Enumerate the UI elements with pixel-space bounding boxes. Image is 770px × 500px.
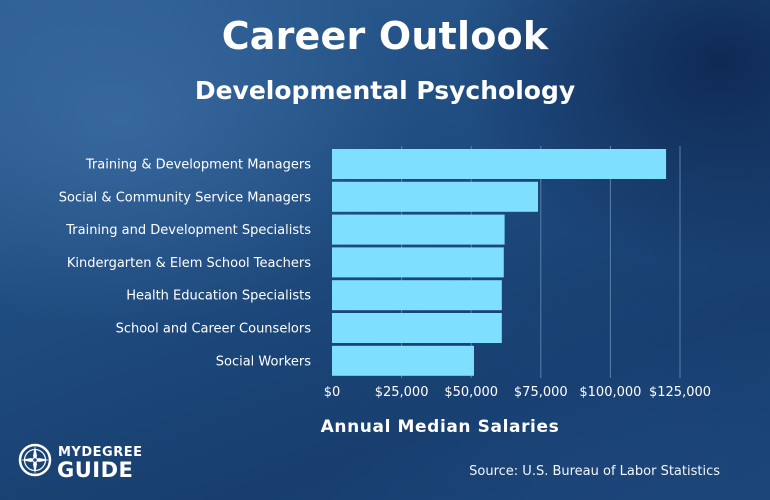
- x-tick-label: $50,000: [444, 385, 498, 400]
- x-tick-labels: $0 $25,000 $50,000 $75,000 $100,000 $125,000: [324, 385, 711, 400]
- category-label: Health Education Specialists: [126, 289, 311, 304]
- bar: [332, 149, 667, 179]
- logo: MYDEGREE GUIDE: [18, 441, 168, 485]
- source-note: Source: U.S. Bureau of Labor Statistics: [469, 464, 720, 479]
- bar: [332, 345, 474, 376]
- chart-subtitle: Developmental Psychology: [194, 76, 576, 105]
- category-label: School and Career Counselors: [116, 322, 312, 337]
- category-label: Training and Development Specialists: [65, 223, 311, 238]
- bar: [332, 247, 504, 278]
- category-labels: Training & Development Managers Social & …: [59, 158, 311, 370]
- category-label: Training & Development Managers: [85, 158, 311, 173]
- bar: [332, 280, 502, 311]
- x-tick-label: $75,000: [514, 385, 568, 400]
- bar: [332, 313, 502, 343]
- category-label: Social & Community Service Managers: [59, 190, 311, 205]
- x-axis-label: Annual Median Salaries: [320, 417, 560, 437]
- bar: [332, 181, 539, 212]
- category-label: Kindergarten & Elem School Teachers: [67, 256, 311, 271]
- bar: [332, 214, 505, 245]
- x-tick-label: $25,000: [375, 385, 429, 400]
- x-tick-label: $100,000: [579, 385, 641, 400]
- x-tick-label: $125,000: [649, 385, 711, 400]
- bars: [332, 149, 667, 376]
- x-tick-label: $0: [324, 385, 341, 400]
- chart-title: Career Outlook: [221, 14, 549, 58]
- category-label: Social Workers: [216, 354, 311, 369]
- compass-icon: [18, 443, 52, 477]
- logo-line2: GUIDE: [57, 458, 134, 482]
- logo-line1: MYDEGREE: [58, 445, 143, 460]
